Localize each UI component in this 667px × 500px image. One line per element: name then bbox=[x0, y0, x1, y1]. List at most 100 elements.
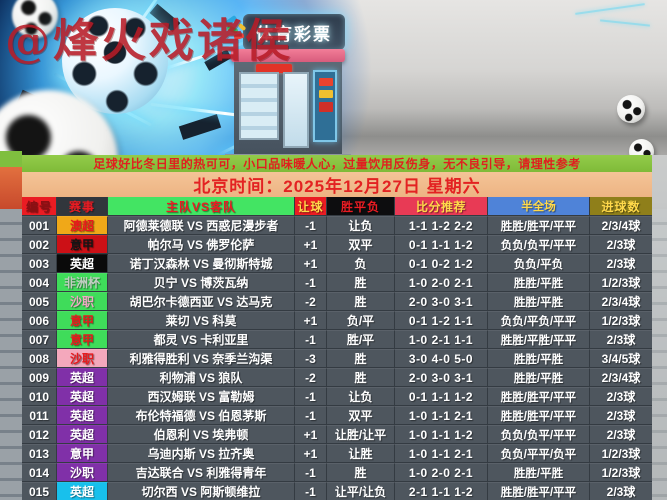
cell-league: 沙职 bbox=[57, 292, 108, 311]
cell-scores: 0-1 0-2 1-2 bbox=[395, 254, 488, 273]
cell-match: 西汉姆联 VS 富勒姆 bbox=[108, 387, 295, 406]
cell-goals: 2/3/4球 bbox=[590, 292, 652, 311]
cell-match: 伯恩利 VS 埃弗顿 bbox=[108, 425, 295, 444]
cell-goals: 2/3/4球 bbox=[590, 368, 652, 387]
header-league: 赛事 bbox=[57, 197, 108, 216]
cell-league: 意甲 bbox=[57, 444, 108, 463]
cell-match: 布伦特福德 VS 伯恩茅斯 bbox=[108, 406, 295, 425]
cell-league: 英超 bbox=[57, 368, 108, 387]
bg-strip-left-orange bbox=[0, 167, 22, 209]
table-row: 011 英超 布伦特福德 VS 伯恩茅斯 -1 双平 1-0 1-1 2-1 胜胜/胜平/平… bbox=[22, 406, 652, 425]
cell-halffull: 胜胜/胜平/平平 bbox=[488, 482, 590, 500]
cell-wdl: 胜 bbox=[327, 463, 395, 482]
cell-scores: 0-1 1-1 1-2 bbox=[395, 387, 488, 406]
cell-match: 乌迪内斯 VS 拉齐奥 bbox=[108, 444, 295, 463]
cell-league: 英超 bbox=[57, 482, 108, 500]
cell-id: 002 bbox=[22, 235, 57, 254]
cell-halffull: 胜胜/平胜 bbox=[488, 349, 590, 368]
cell-league: 英超 bbox=[57, 406, 108, 425]
advisory-text: 足球好比冬日里的热可可，小口品味暖人心，过量饮用反伤身，无不良引导，请理性参考 bbox=[93, 157, 581, 171]
cell-halffull: 胜胜/胜平/平平 bbox=[488, 216, 590, 235]
cell-halffull: 负负/负平/平平 bbox=[488, 425, 590, 444]
cell-id: 014 bbox=[22, 463, 57, 482]
table-row: 005 沙职 胡巴尔卡德西亚 VS 达马克 -2 胜 2-0 3-0 3-1 胜胜/平胜 2/… bbox=[22, 292, 652, 311]
cell-halffull: 负负/平负 bbox=[488, 254, 590, 273]
store-sign-text: 体育彩票 bbox=[256, 24, 332, 44]
date-text: 北京时间：2025年12月27日 星期六 bbox=[193, 177, 481, 196]
cell-id: 009 bbox=[22, 368, 57, 387]
table-row: 004 非洲杯 贝宁 VS 博茨瓦纳 -1 胜 1-0 2-0 2-1 胜胜/平胜 1/2/3… bbox=[22, 273, 652, 292]
header-wdl: 胜平负 bbox=[327, 197, 395, 216]
cell-league: 英超 bbox=[57, 425, 108, 444]
store-sign: 体育彩票 bbox=[243, 14, 345, 50]
table-row: 008 沙职 利雅得胜利 VS 奈季兰沟渠 -3 胜 3-0 4-0 5-0 胜胜/平胜 3/… bbox=[22, 349, 652, 368]
cell-league: 澳超 bbox=[57, 216, 108, 235]
content-column: 足球好比冬日里的热可可，小口品味暖人心，过量饮用反伤身，无不良引导，请理性参考 … bbox=[22, 155, 652, 500]
date-banner: 北京时间：2025年12月27日 星期六 bbox=[22, 172, 652, 197]
header-half_full: 半全场 bbox=[488, 197, 590, 216]
cell-scores: 1-0 1-1 2-1 bbox=[395, 406, 488, 425]
neon-scribble bbox=[575, 3, 645, 15]
cell-match: 胡巴尔卡德西亚 VS 达马克 bbox=[108, 292, 295, 311]
cell-halffull: 负负/平平/负平 bbox=[488, 444, 590, 463]
header-handicap: 让球 bbox=[295, 197, 327, 216]
hero-image: 体育彩票 @烽火戏诸侯 bbox=[0, 0, 667, 155]
cell-id: 006 bbox=[22, 311, 57, 330]
header-goals: 进球数 bbox=[590, 197, 652, 216]
cell-scores: 0-1 1-1 1-2 bbox=[395, 235, 488, 254]
cell-wdl: 胜 bbox=[327, 273, 395, 292]
cell-goals: 2/3球 bbox=[590, 235, 652, 254]
cell-goals: 3/4/5球 bbox=[590, 349, 652, 368]
cell-scores: 1-1 1-2 2-2 bbox=[395, 216, 488, 235]
soccer-ball-top-left bbox=[12, 0, 58, 38]
cell-goals: 2/3球 bbox=[590, 330, 652, 349]
cell-wdl: 双平 bbox=[327, 235, 395, 254]
cell-match: 阿德莱德联 VS 西惑尼漫步者 bbox=[108, 216, 295, 235]
cell-goals: 2/3球 bbox=[590, 254, 652, 273]
table-row: 013 意甲 乌迪内斯 VS 拉齐奥 +1 让胜 1-0 1-1 2-1 负负/平平/负平 1… bbox=[22, 444, 652, 463]
cell-halffull: 胜胜/平胜/平平 bbox=[488, 330, 590, 349]
cell-wdl: 让胜/让平 bbox=[327, 425, 395, 444]
cell-match: 利物浦 VS 狼队 bbox=[108, 368, 295, 387]
cell-wdl: 胜 bbox=[327, 349, 395, 368]
cell-wdl: 负/平 bbox=[327, 311, 395, 330]
soccer-ball-right-upper bbox=[617, 95, 645, 123]
table-row: 006 意甲 莱切 VS 科莫 +1 负/平 0-1 1-2 1-1 负负/平负/平平 1/2… bbox=[22, 311, 652, 330]
cell-handicap: +1 bbox=[295, 235, 327, 254]
cell-scores: 1-0 2-0 2-1 bbox=[395, 273, 488, 292]
bg-strip-right-gray bbox=[652, 209, 667, 500]
soccer-ball-main bbox=[62, 8, 168, 114]
cell-league: 意甲 bbox=[57, 330, 108, 349]
table-row: 012 英超 伯恩利 VS 埃弗顿 +1 让胜/让平 1-0 1-1 1-2 负负/负平/平… bbox=[22, 425, 652, 444]
cell-league: 英超 bbox=[57, 254, 108, 273]
cell-handicap: -1 bbox=[295, 387, 327, 406]
cell-league: 意甲 bbox=[57, 235, 108, 254]
cell-scores: 3-0 4-0 5-0 bbox=[395, 349, 488, 368]
cell-handicap: -1 bbox=[295, 406, 327, 425]
cell-handicap: -1 bbox=[295, 482, 327, 500]
cell-scores: 1-0 2-0 2-1 bbox=[395, 463, 488, 482]
header-id: 编号 bbox=[22, 197, 57, 216]
cell-id: 012 bbox=[22, 425, 57, 444]
cell-handicap: -1 bbox=[295, 463, 327, 482]
cell-halffull: 胜胜/平胜 bbox=[488, 273, 590, 292]
table-row: 001 澳超 阿德莱德联 VS 西惑尼漫步者 -1 让负 1-1 1-2 2-2 胜胜/胜平… bbox=[22, 216, 652, 235]
cell-halffull: 负负/平负/平平 bbox=[488, 311, 590, 330]
cell-match: 切尔西 VS 阿斯顿维拉 bbox=[108, 482, 295, 500]
cell-scores: 2-1 1-1 1-2 bbox=[395, 482, 488, 500]
cell-halffull: 胜胜/平胜 bbox=[488, 292, 590, 311]
cell-league: 沙职 bbox=[57, 463, 108, 482]
cell-wdl: 让负 bbox=[327, 387, 395, 406]
cell-handicap: +1 bbox=[295, 444, 327, 463]
cell-match: 贝宁 VS 博茨瓦纳 bbox=[108, 273, 295, 292]
bg-strip-left-gray bbox=[0, 209, 22, 500]
cell-id: 001 bbox=[22, 216, 57, 235]
cell-match: 都灵 VS 卡利亚里 bbox=[108, 330, 295, 349]
store-door bbox=[283, 72, 309, 148]
cell-goals: 1/2/3球 bbox=[590, 444, 652, 463]
store-mini-sign bbox=[256, 64, 292, 73]
cell-scores: 2-0 3-0 3-1 bbox=[395, 292, 488, 311]
advisory-banner: 足球好比冬日里的热可可，小口品味暖人心，过量饮用反伤身，无不良引导，请理性参考 bbox=[22, 155, 652, 172]
table-body: 001 澳超 阿德莱德联 VS 西惑尼漫步者 -1 让负 1-1 1-2 2-2 胜胜/胜平… bbox=[22, 216, 652, 500]
